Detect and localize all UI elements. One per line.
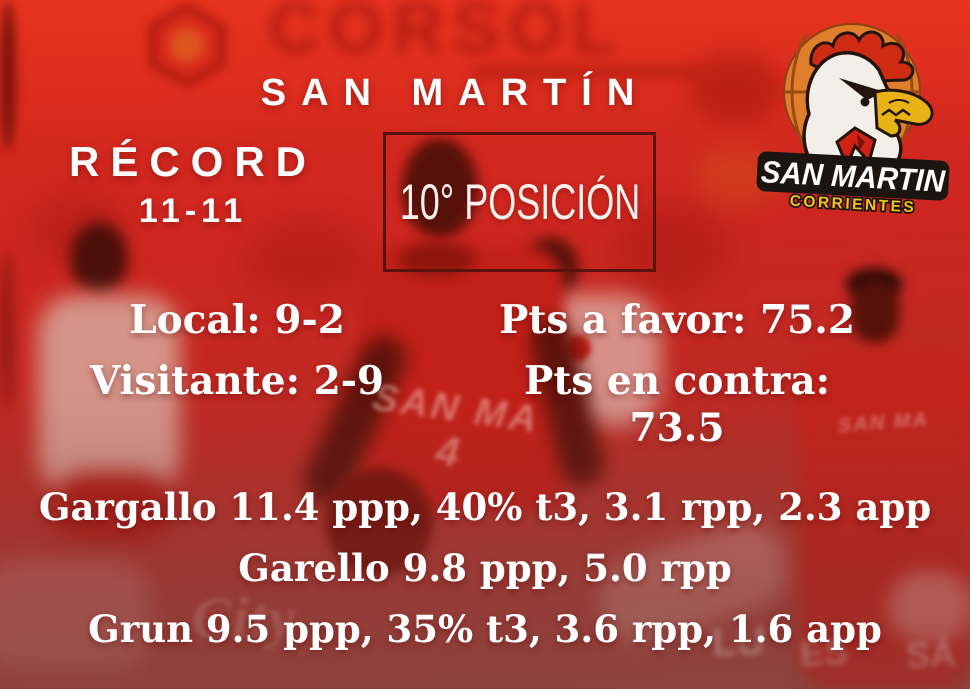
bg-crowd-blob [615,205,730,297]
bg-hex-dot [170,28,204,62]
player-stat-line: Garello 9.8 ppp, 5.0 rpp [238,546,732,590]
player-stat-line: Grun 9.5 ppp, 35% t3, 3.6 rpp, 1.6 app [88,607,882,651]
bg-left-player-head [70,222,128,294]
bg-right-player-head [850,278,900,346]
stat-pts-contra: Pts en contra: 73.5 [524,358,830,451]
bg-left-player-shorts [52,472,174,542]
stat-local: Local: 9-2 [129,297,345,343]
bg-sponsor-corsol-text: CORSOL [268,0,625,69]
record-value: 11-11 [138,192,248,230]
stat-visitante: Visitante: 2-9 [89,358,385,404]
bg-watermark-city: City [192,584,297,651]
page-title: SAN MARTÍN [260,72,650,114]
bg-sponsor-subline [470,66,700,78]
bg-center-player-head [402,138,478,238]
bg-sponsor-hex-icon [148,2,226,88]
position-text: 10° POSICIÓN [399,174,640,230]
rooster-logo-icon: SAN MARTIN CORRIENTES [756,23,950,218]
record-label: RÉCORD [68,138,317,185]
bg-edge-shadow [0,250,14,410]
bg-edge-shadow [0,0,16,150]
bg-courtside-strip [0,560,150,670]
bg-left-player-jersey [38,295,180,495]
team-stats: Local: 9-2 Pts a favor: 75.2 Visitante: … [0,297,880,452]
bg-basketball [325,468,433,576]
team-logo: SAN MARTIN CORRIENTES [749,6,954,218]
bg-bottom-fade [0,389,970,689]
player-stat-line: Gargallo 11.4 ppp, 40% t3, 3.1 rpp, 2.3 … [38,485,932,529]
bg-crowd-blob [688,52,783,124]
position-box: 10° POSICIÓN [383,132,656,272]
stat-pts-favor: Pts a favor: 75.2 [499,297,855,343]
bg-courtside-strip [888,572,970,642]
bg-crowd-blob [245,220,370,300]
record-block: RÉCORD 11-11 [28,138,358,231]
player-stats-list: Gargallo 11.4 ppp, 40% t3, 3.1 rpp, 2.3 … [0,477,970,660]
bg-right-player-jersey [798,348,970,689]
